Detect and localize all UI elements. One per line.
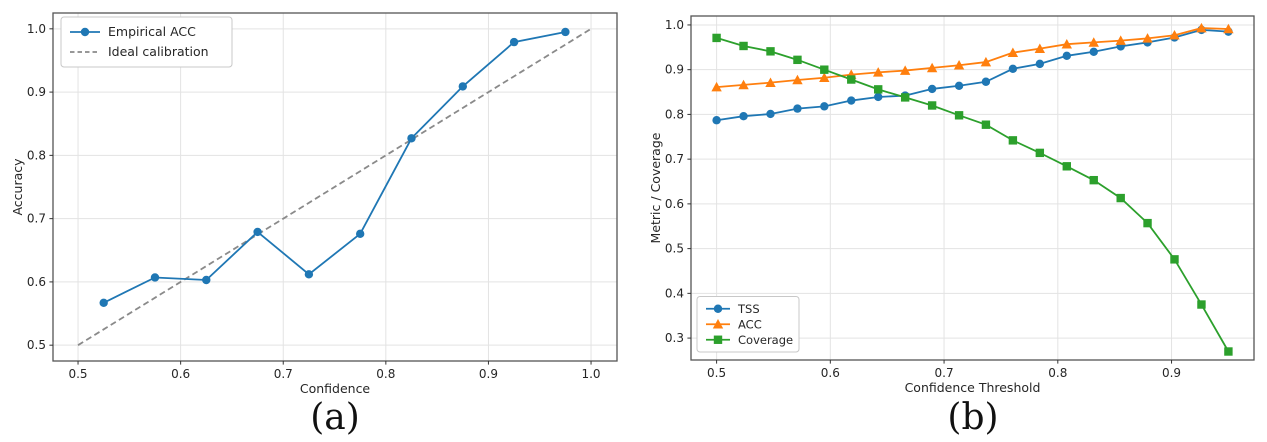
svg-text:0.6: 0.6 <box>821 366 840 380</box>
svg-text:0.3: 0.3 <box>665 331 684 345</box>
svg-text:0.9: 0.9 <box>479 367 498 381</box>
svg-text:0.4: 0.4 <box>665 286 684 300</box>
svg-text:0.8: 0.8 <box>1048 366 1067 380</box>
svg-text:1.0: 1.0 <box>581 367 600 381</box>
svg-text:0.7: 0.7 <box>27 212 46 226</box>
svg-text:Metric / Coverage: Metric / Coverage <box>648 132 663 243</box>
svg-text:0.7: 0.7 <box>935 366 954 380</box>
svg-text:Coverage: Coverage <box>738 333 793 347</box>
svg-text:0.8: 0.8 <box>665 107 684 121</box>
svg-text:TSS: TSS <box>737 302 760 316</box>
calibration-chart: 0.5 0.6 0.7 0.8 0.9 1.0 0.5 0.6 0.7 0.8 0.9 1.0 Conf… <box>10 12 618 396</box>
svg-text:0.6: 0.6 <box>171 367 190 381</box>
svg-text:Ideal calibration: Ideal calibration <box>108 44 209 59</box>
svg-text:0.9: 0.9 <box>27 85 46 99</box>
svg-text:ACC: ACC <box>738 317 762 331</box>
svg-text:0.7: 0.7 <box>274 367 293 381</box>
svg-text:0.8: 0.8 <box>376 367 395 381</box>
svg-text:0.9: 0.9 <box>665 63 684 77</box>
svg-text:0.8: 0.8 <box>27 148 46 162</box>
svg-text:0.5: 0.5 <box>27 338 46 352</box>
svg-text:Empirical ACC: Empirical ACC <box>108 24 196 39</box>
svg-text:Confidence Threshold: Confidence Threshold <box>905 380 1041 395</box>
svg-text:Accuracy: Accuracy <box>10 158 25 216</box>
svg-text:0.7: 0.7 <box>665 152 684 166</box>
svg-text:Confidence: Confidence <box>300 381 371 396</box>
svg-text:0.6: 0.6 <box>27 275 46 289</box>
caption-a: (a) <box>310 397 360 438</box>
svg-text:0.5: 0.5 <box>68 367 87 381</box>
svg-text:0.9: 0.9 <box>1162 366 1181 380</box>
caption-b: (b) <box>947 397 999 438</box>
svg-text:0.5: 0.5 <box>707 366 726 380</box>
threshold-metrics-chart: 0.5 0.6 0.7 0.8 0.9 0.3 0.4 0.5 0.6 0.7 0.8 0.9 1.0 C… <box>648 15 1255 395</box>
svg-text:1.0: 1.0 <box>27 22 46 36</box>
svg-text:1.0: 1.0 <box>665 18 684 32</box>
svg-text:0.6: 0.6 <box>665 197 684 211</box>
svg-text:0.5: 0.5 <box>665 242 684 256</box>
